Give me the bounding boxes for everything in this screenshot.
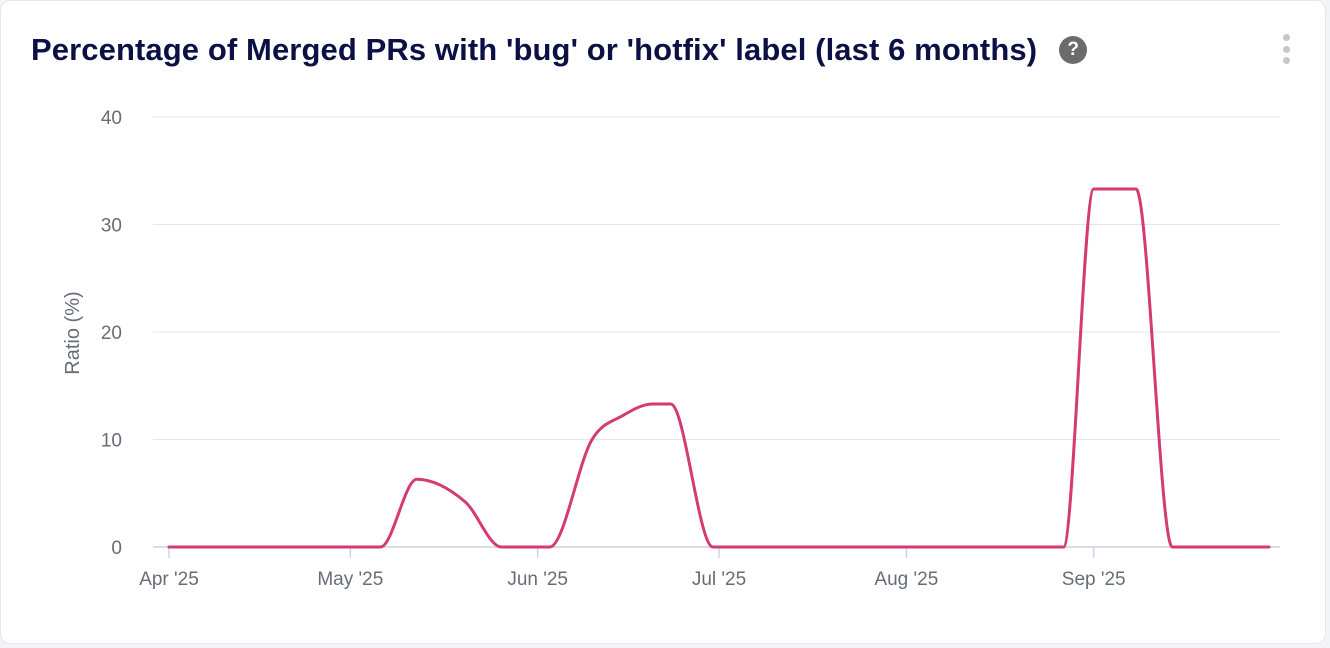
chart-header: Percentage of Merged PRs with 'bug' or '… bbox=[31, 27, 1305, 73]
y-tick-label: 10 bbox=[101, 431, 122, 452]
series-group bbox=[167, 187, 1271, 549]
grid-lines bbox=[153, 116, 1280, 440]
y-tick-label: 30 bbox=[101, 216, 122, 237]
y-tick-label: 20 bbox=[101, 323, 122, 344]
y-axis-label: Ratio (%) bbox=[62, 291, 84, 374]
y-tick-label: 40 bbox=[101, 108, 122, 129]
y-tick-label: 0 bbox=[111, 538, 122, 559]
kebab-menu-icon[interactable] bbox=[1279, 34, 1293, 64]
x-tick-label: Apr '25 bbox=[139, 569, 199, 590]
x-axis: Apr '25 May '25 Jun '25 Jul '25 Aug '25 Sep '… bbox=[139, 546, 1280, 590]
x-tick-label: Jun '25 bbox=[507, 569, 568, 590]
x-tick-label: Aug '25 bbox=[874, 569, 938, 590]
x-tick-label: May '25 bbox=[317, 569, 383, 590]
x-tick-label: Jul '25 bbox=[692, 569, 746, 590]
chart-title: Percentage of Merged PRs with 'bug' or '… bbox=[31, 32, 1038, 67]
x-tick-label: Sep '25 bbox=[1062, 569, 1126, 590]
question-circle-icon[interactable]: ? bbox=[1059, 36, 1088, 64]
series-line-0 bbox=[167, 187, 1271, 549]
y-axis-ticks: 0 10 20 30 40 bbox=[101, 108, 122, 559]
